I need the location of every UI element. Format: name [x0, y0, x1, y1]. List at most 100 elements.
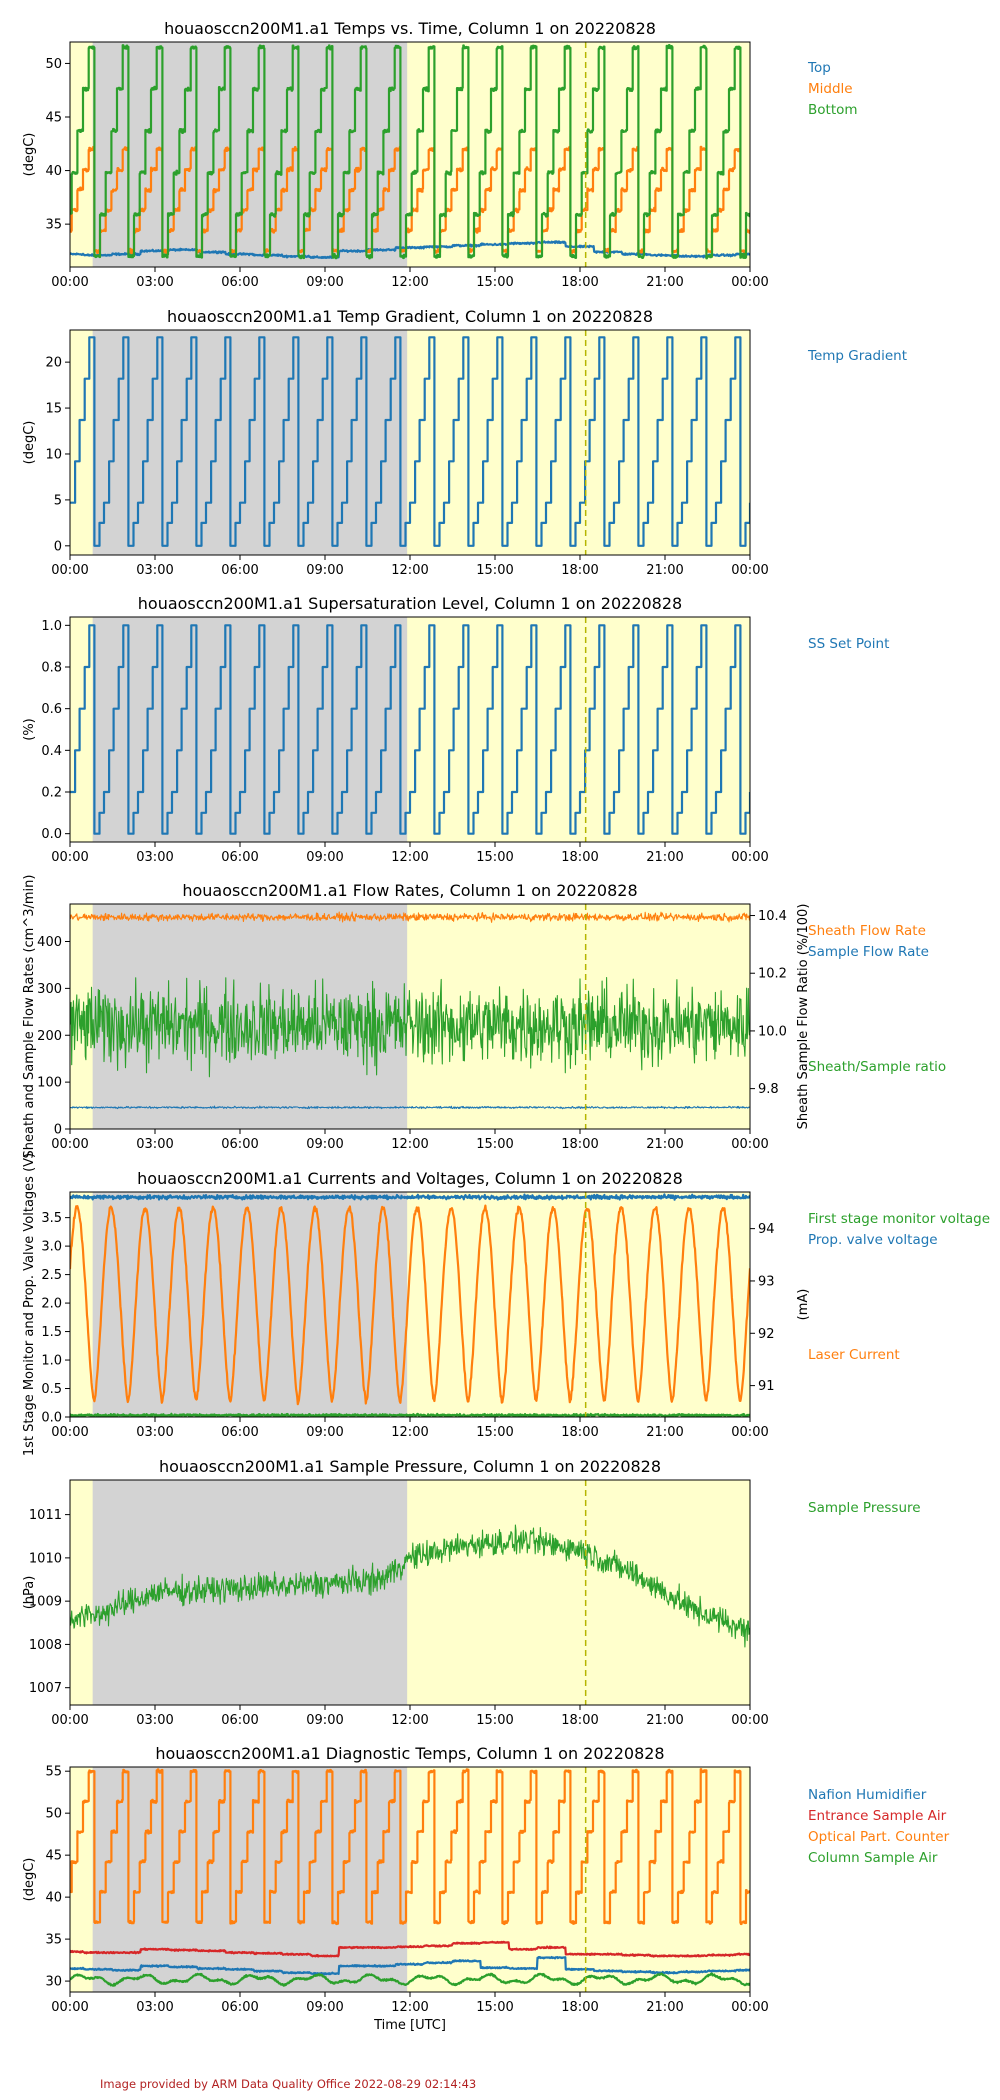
x-tick-label: 06:00 — [221, 1713, 258, 1728]
plot-area — [70, 1193, 750, 1417]
series-line-column-sample-air — [70, 1972, 750, 1987]
x-tick-label: 12:00 — [391, 1137, 428, 1152]
x-tick-label: 15:00 — [476, 1713, 513, 1728]
panel-2: houaosccn200M1.a1 Temp Gradient, Column … — [22, 307, 907, 578]
x-tick-label: 06:00 — [221, 275, 258, 290]
series-line-optical-part-counter — [70, 1768, 750, 1926]
chart-title: houaosccn200M1.a1 Flow Rates, Column 1 o… — [182, 881, 637, 900]
x-tick-label: 09:00 — [306, 850, 343, 865]
y-axis-label: (degC) — [22, 133, 37, 177]
legend-entry-sample-pressure: Sample Pressure — [808, 1500, 921, 1516]
chart-title: houaosccn200M1.a1 Supersaturation Level,… — [138, 594, 682, 613]
plot-area — [70, 44, 750, 260]
y-tick-label: 45 — [45, 111, 62, 126]
x-tick-label: 09:00 — [306, 1713, 343, 1728]
chart-title: houaosccn200M1.a1 Temp Gradient, Column … — [167, 307, 653, 326]
x-tick-label: 00:00 — [731, 275, 768, 290]
x-tick-label: 00:00 — [51, 275, 88, 290]
x-tick-label: 21:00 — [646, 1713, 683, 1728]
plot-area — [70, 1524, 750, 1648]
y-tick-label: 10 — [45, 447, 62, 462]
y-tick-label: 2.0 — [41, 1297, 62, 1312]
x-tick-label: 21:00 — [646, 1137, 683, 1152]
y-tick-label: 0.8 — [41, 661, 62, 676]
x-tick-label: 21:00 — [646, 2000, 683, 2015]
panel-6: houaosccn200M1.a1 Sample Pressure, Colum… — [22, 1457, 921, 1728]
legend-entry-nafion-humidifier: Nafion Humidifier — [808, 1787, 927, 1803]
x-tick-label: 18:00 — [561, 1137, 598, 1152]
series-line-middle — [70, 145, 750, 255]
x-tick-label: 03:00 — [136, 1137, 173, 1152]
x-tick-label: 12:00 — [391, 275, 428, 290]
x-tick-label: 15:00 — [476, 850, 513, 865]
legend-entry-optical-part-counter: Optical Part. Counter — [808, 1829, 950, 1845]
x-tick-label: 00:00 — [51, 1425, 88, 1440]
y-tick-label: 50 — [45, 1807, 62, 1822]
y-tick-label: 400 — [37, 935, 62, 950]
chart-title: houaosccn200M1.a1 Currents and Voltages,… — [137, 1169, 683, 1188]
y-tick-label: 0 — [54, 539, 62, 554]
y-right-axis-label: Sheath Sample Flow Ratio (%/100) — [796, 904, 811, 1130]
legend-entry-top: Top — [807, 60, 831, 76]
series-line-ss-set-point — [70, 624, 750, 835]
legend-entry-middle: Middle — [808, 81, 853, 97]
y-tick-label: 0.0 — [41, 1411, 62, 1426]
y-right-tick-label: 93 — [758, 1274, 775, 1289]
x-tick-label: 00:00 — [731, 2000, 768, 2015]
x-tick-label: 00:00 — [731, 1137, 768, 1152]
x-tick-label: 18:00 — [561, 275, 598, 290]
y-right-tick-label: 9.8 — [758, 1082, 779, 1097]
x-tick-label: 00:00 — [51, 2000, 88, 2015]
y-axis-label: Sheath and Sample Flow Rates (cm^3/min) — [22, 875, 37, 1159]
x-tick-label: 09:00 — [306, 563, 343, 578]
y-tick-label: 0.2 — [41, 786, 62, 801]
chart-title: houaosccn200M1.a1 Diagnostic Temps, Colu… — [155, 1744, 664, 1763]
x-tick-label: 18:00 — [561, 2000, 598, 2015]
x-tick-label: 21:00 — [646, 1425, 683, 1440]
legend-entry-sheath-flow-rate: Sheath Flow Rate — [808, 923, 926, 939]
x-tick-label: 15:00 — [476, 563, 513, 578]
panel-3: houaosccn200M1.a1 Supersaturation Level,… — [22, 594, 889, 865]
series-line-nafion-humidifier — [70, 1955, 750, 1976]
x-tick-label: 21:00 — [646, 850, 683, 865]
x-tick-label: 09:00 — [306, 1425, 343, 1440]
x-tick-label: 00:00 — [731, 1713, 768, 1728]
x-tick-label: 00:00 — [731, 1425, 768, 1440]
y-tick-label: 15 — [45, 402, 62, 417]
y-tick-label: 45 — [45, 1849, 62, 1864]
x-tick-label: 15:00 — [476, 1425, 513, 1440]
y-right-tick-label: 10.0 — [758, 1024, 787, 1039]
y-tick-label: 100 — [37, 1076, 62, 1091]
night-shading — [92, 1192, 408, 1417]
legend-entry-bottom: Bottom — [808, 102, 858, 118]
series-line-temp-gradient — [70, 336, 750, 547]
y-tick-label: 300 — [37, 982, 62, 997]
x-tick-label: 00:00 — [51, 563, 88, 578]
x-tick-label: 06:00 — [221, 850, 258, 865]
y-tick-label: 30 — [45, 1975, 62, 1990]
y-tick-label: 1011 — [29, 1508, 62, 1523]
x-tick-label: 21:00 — [646, 275, 683, 290]
x-tick-label: 12:00 — [391, 563, 428, 578]
credit-text: Image provided by ARM Data Quality Offic… — [100, 2077, 476, 2091]
x-tick-label: 12:00 — [391, 1713, 428, 1728]
y-tick-label: 1.0 — [41, 1354, 62, 1369]
plot-area — [70, 336, 750, 547]
y-right-tick-label: 94 — [758, 1222, 775, 1237]
chart-title: houaosccn200M1.a1 Temps vs. Time, Column… — [164, 19, 656, 38]
x-tick-label: 18:00 — [561, 1713, 598, 1728]
series-line-first-stage-monitor-voltage — [70, 1412, 750, 1417]
series-line-sample-pressure — [70, 1524, 750, 1648]
x-tick-label: 09:00 — [306, 275, 343, 290]
series-line-laser-current — [70, 1204, 750, 1406]
x-tick-label: 21:00 — [646, 563, 683, 578]
x-tick-label: 09:00 — [306, 1137, 343, 1152]
x-tick-label: 12:00 — [391, 1425, 428, 1440]
y-tick-label: 0.4 — [41, 744, 62, 759]
y-axis-label: (%) — [22, 718, 37, 741]
legend-entry-sample-flow-rate: Sample Flow Rate — [808, 944, 929, 960]
y-tick-label: 0.6 — [41, 702, 62, 717]
panel-4: houaosccn200M1.a1 Flow Rates, Column 1 o… — [22, 875, 946, 1159]
x-tick-label: 00:00 — [731, 563, 768, 578]
series-line-sheath-flow-rate — [70, 911, 750, 923]
